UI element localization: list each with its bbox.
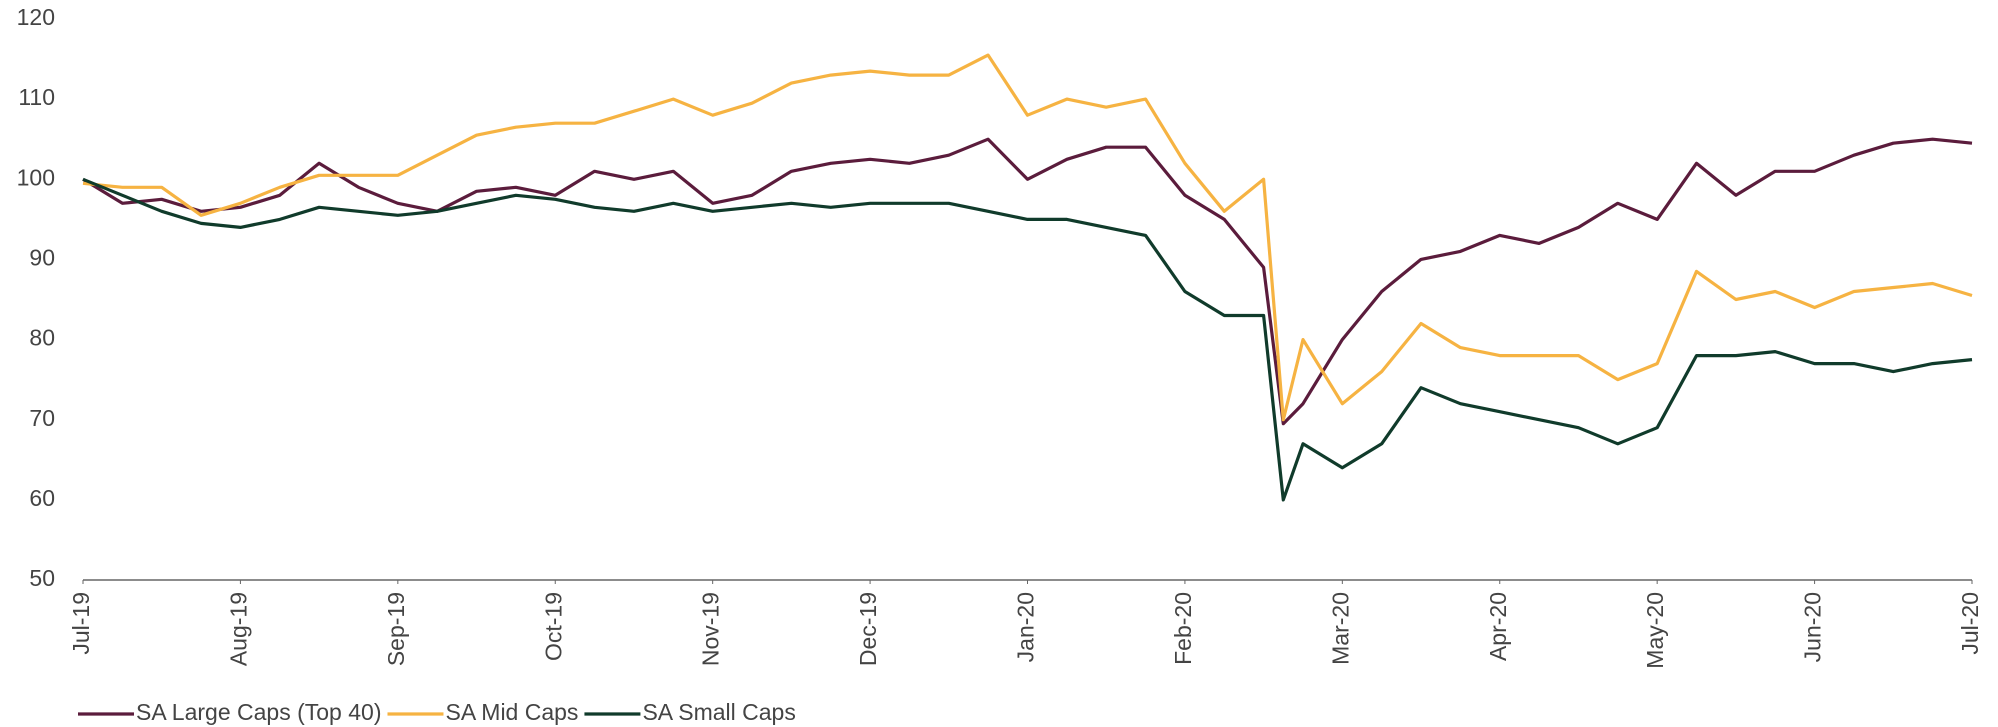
y-tick-label: 70 — [29, 405, 55, 431]
legend-label: SA Mid Caps — [445, 699, 578, 725]
x-tick-label: Jan-20 — [1013, 592, 1039, 662]
y-tick-label: 100 — [17, 164, 55, 190]
x-tick-label: Jul-19 — [68, 592, 94, 655]
legend-label: SA Small Caps — [642, 699, 795, 725]
y-tick-label: 110 — [18, 84, 55, 110]
x-tick-label: Sep-19 — [383, 592, 409, 666]
x-tick-label: Aug-19 — [225, 592, 251, 666]
x-tick-label: Jun-20 — [1800, 592, 1826, 662]
x-tick-label: Feb-20 — [1170, 592, 1196, 665]
x-tick-label: Jul-20 — [1957, 592, 1983, 655]
x-tick-label: Dec-19 — [855, 592, 881, 666]
x-tick-label: Oct-19 — [540, 592, 566, 661]
series-line — [82, 177, 1973, 502]
x-tick-label: Mar-20 — [1327, 592, 1353, 665]
y-tick-label: 90 — [29, 245, 55, 271]
series-line — [82, 53, 1973, 422]
x-tick-label: May-20 — [1642, 592, 1668, 669]
series-line — [82, 137, 1973, 426]
y-tick-label: 50 — [29, 565, 55, 591]
y-tick-label: 120 — [17, 4, 55, 30]
x-tick-label: Apr-20 — [1485, 592, 1511, 661]
x-tick-label: Nov-19 — [698, 592, 724, 666]
y-tick-label: 60 — [29, 485, 55, 511]
legend-label: SA Large Caps (Top 40) — [136, 699, 381, 725]
y-tick-label: 80 — [29, 325, 55, 351]
